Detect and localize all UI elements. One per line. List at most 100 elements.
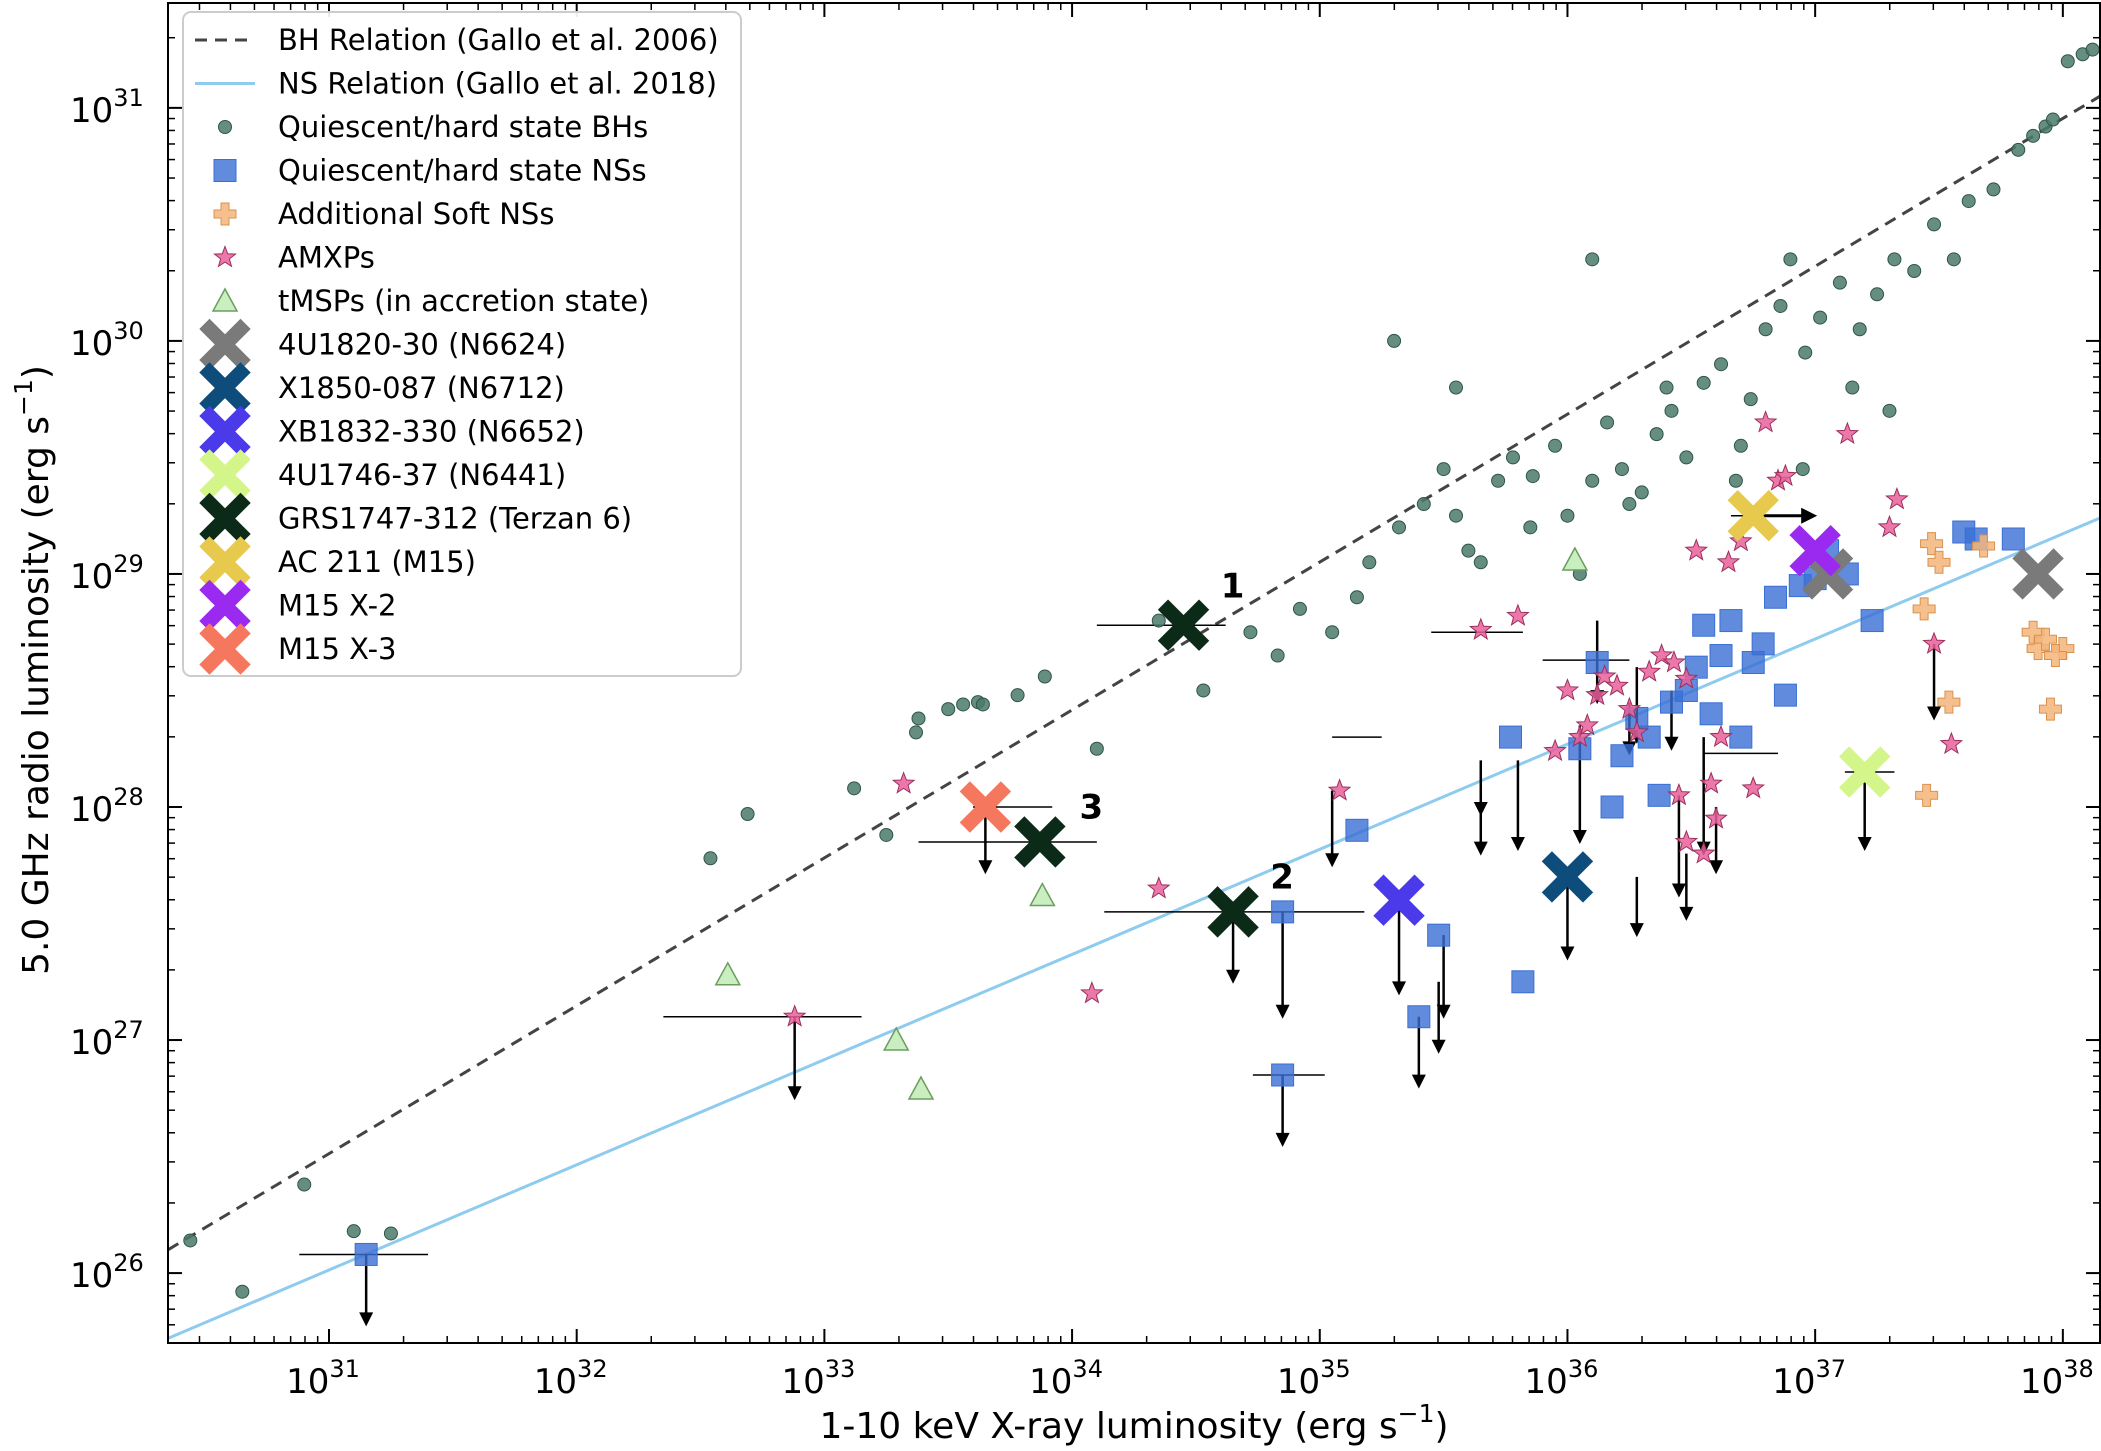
point-quiescent-hard-state-nss xyxy=(1719,609,1743,633)
legend-label: 4U1746-37 (N6441) xyxy=(278,458,566,492)
point-tmsps-in-accretion-state xyxy=(882,1026,910,1051)
point-quiescent-hard-state-nss xyxy=(1729,725,1753,749)
point-quiescent-hard-state-bhs xyxy=(2045,112,2060,127)
point-amxps xyxy=(1468,617,1493,640)
point-grs1747-312-terzan-6 xyxy=(1014,816,1066,868)
legend-marker xyxy=(211,287,239,312)
point-additional-soft-nss xyxy=(1915,783,1939,807)
point-quiescent-hard-state-bhs xyxy=(1436,462,1451,477)
point-quiescent-hard-state-bhs xyxy=(1961,194,1976,209)
point-amxps xyxy=(1939,731,1964,755)
point-quiescent-hard-state-bhs xyxy=(1243,625,1258,640)
point-quiescent-hard-state-bhs xyxy=(975,697,990,712)
y-tick-label: 1031 xyxy=(70,84,144,131)
point-amxps xyxy=(1555,678,1580,701)
legend-label: BH Relation (Gallo et al. 2006) xyxy=(278,23,719,57)
point-amxps xyxy=(1922,631,1946,654)
legend-label: Additional Soft NSs xyxy=(278,197,554,231)
point-amxps xyxy=(1585,682,1609,706)
legend-marker xyxy=(199,405,251,458)
point-quiescent-hard-state-nss xyxy=(1684,655,1708,679)
point-additional-soft-nss xyxy=(2043,644,2067,668)
legend-marker xyxy=(213,159,237,182)
point-quiescent-hard-state-bhs xyxy=(1773,298,1788,313)
upper-limit-arrowhead xyxy=(1226,969,1241,984)
point-quiescent-hard-state-nss xyxy=(1764,585,1788,609)
point-quiescent-hard-state-bhs xyxy=(1449,508,1463,523)
point-additional-soft-nss xyxy=(1937,690,1961,714)
point-quiescent-hard-state-nss xyxy=(1345,818,1369,842)
point-quiescent-hard-state-bhs xyxy=(1292,601,1307,616)
point-grs1747-312-terzan-6 xyxy=(1207,886,1259,938)
point-quiescent-hard-state-bhs xyxy=(1714,357,1729,372)
upper-limit-arrowhead xyxy=(1275,1004,1290,1019)
ns-relation-line xyxy=(168,516,2100,1340)
point-quiescent-hard-state-bhs xyxy=(2026,128,2041,143)
point-quiescent-hard-state-nss xyxy=(1860,609,1884,633)
point-quiescent-hard-state-bhs xyxy=(1349,590,1364,605)
point-quiescent-hard-state-bhs xyxy=(1505,450,1520,465)
point-amxps xyxy=(1649,643,1674,666)
annotations: 1 2 3 xyxy=(1080,566,1294,897)
point-amxps xyxy=(1729,528,1753,552)
upper-limit-arrowhead xyxy=(1629,923,1644,938)
x-tick-label: 1032 xyxy=(534,1355,608,1402)
point-amxps xyxy=(1662,650,1686,673)
point-amxps xyxy=(1699,771,1723,794)
point-tmsps-in-accretion-state xyxy=(1029,881,1056,907)
y-tick-label: 1027 xyxy=(70,1016,144,1063)
point-quiescent-hard-state-bhs xyxy=(1622,497,1637,512)
point-amxps xyxy=(1592,664,1617,687)
point-tmsps-in-accretion-state xyxy=(907,1075,935,1100)
point-amxps xyxy=(1835,421,1860,445)
legend-label: NS Relation (Gallo et al. 2018) xyxy=(278,67,717,101)
point-quiescent-hard-state-bhs xyxy=(1927,217,1942,232)
point-amxps xyxy=(1605,673,1629,696)
upper-limit-arrowhead xyxy=(1275,1132,1290,1147)
legend-marker xyxy=(199,362,251,414)
upper-limit-arrowhead xyxy=(1679,906,1694,921)
point-quiescent-hard-state-bhs xyxy=(1664,403,1679,418)
point-amxps xyxy=(1667,782,1691,806)
point-quiescent-hard-state-nss xyxy=(1407,1005,1431,1029)
point-quiescent-hard-state-bhs xyxy=(1813,310,1828,325)
point-additional-soft-nss xyxy=(2034,627,2058,651)
point-quiescent-hard-state-bhs xyxy=(1758,322,1773,337)
upper-limit-arrowhead xyxy=(1392,981,1407,996)
point-m15-x-3 xyxy=(959,781,1012,833)
point-quiescent-hard-state-bhs xyxy=(1525,469,1540,484)
point-quiescent-hard-state-nss xyxy=(1647,783,1671,807)
legend-marker xyxy=(199,318,251,371)
point-quiescent-hard-state-bhs xyxy=(1832,275,1847,290)
annotation-label: 2 xyxy=(1270,858,1294,898)
legend-box xyxy=(182,11,742,677)
point-quiescent-hard-state-bhs xyxy=(1600,415,1615,430)
bh-relation-line xyxy=(168,94,2100,1252)
point-amxps xyxy=(1575,712,1600,736)
point-quiescent-hard-state-nss xyxy=(1773,683,1797,707)
legend-label: Quiescent/hard state BHs xyxy=(278,110,648,144)
legend-marker xyxy=(199,492,251,545)
upper-limit-arrowhead xyxy=(1664,736,1679,751)
x-tick-label: 1031 xyxy=(286,1355,360,1402)
point-quiescent-hard-state-bhs xyxy=(1798,345,1813,360)
legend-marker xyxy=(199,449,251,501)
x-tick-label: 1034 xyxy=(1029,1355,1103,1402)
plot-frame xyxy=(167,2,2101,1344)
legend-label: X1850-087 (N6712) xyxy=(278,371,565,405)
x-tick-label: 1035 xyxy=(1277,1355,1351,1402)
x-tick-label: 1038 xyxy=(2020,1355,2094,1402)
point-quiescent-hard-state-bhs xyxy=(1696,375,1711,390)
legend-label: M15 X-2 xyxy=(278,589,396,623)
legend-marker xyxy=(199,579,251,632)
legend-label: AC 211 (M15) xyxy=(278,545,476,579)
point-quiescent-hard-state-bhs xyxy=(383,1226,398,1241)
legend-label: M15 X-3 xyxy=(278,632,396,666)
point-quiescent-hard-state-bhs xyxy=(346,1224,361,1239)
point-quiescent-hard-state-bhs xyxy=(1449,380,1463,395)
upper-limit-arrowhead xyxy=(1431,1039,1446,1054)
point-amxps xyxy=(1691,841,1716,864)
legend-label: XB1832-330 (N6652) xyxy=(278,415,585,449)
point-quiescent-hard-state-nss xyxy=(1692,613,1716,637)
